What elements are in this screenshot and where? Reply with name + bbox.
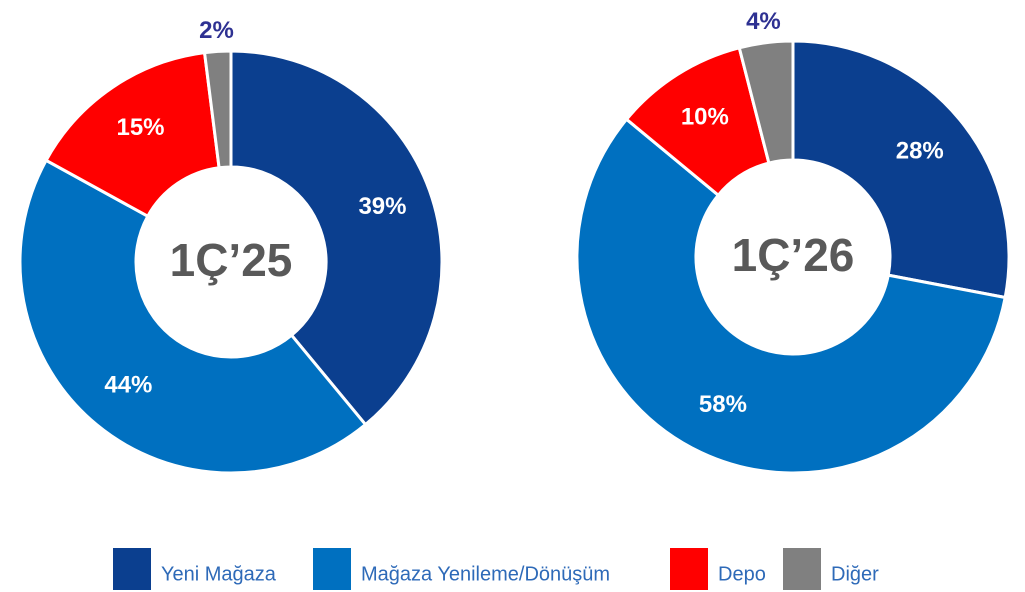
legend-swatch bbox=[670, 548, 708, 590]
slice-label: 10% bbox=[681, 103, 729, 130]
center-label: 1Ç’26 bbox=[732, 229, 855, 281]
slice-label: 2% bbox=[199, 17, 234, 44]
legend-label: Depo bbox=[718, 563, 766, 585]
slice-label: 39% bbox=[358, 193, 406, 220]
slice bbox=[229, 49, 444, 427]
legend-swatch bbox=[783, 548, 821, 590]
legend-label: Yeni Mağaza bbox=[161, 563, 277, 585]
slice-label: 58% bbox=[699, 391, 747, 418]
slice bbox=[737, 39, 795, 165]
slice bbox=[791, 39, 1011, 300]
slice-label: 44% bbox=[104, 371, 152, 398]
legend-swatch bbox=[113, 548, 151, 590]
legend-label: Diğer bbox=[831, 563, 879, 585]
legend-label: Mağaza Yenileme/Dönüşüm bbox=[361, 563, 610, 585]
slice bbox=[44, 50, 221, 219]
slice bbox=[575, 117, 1007, 475]
slice-label: 15% bbox=[116, 114, 164, 141]
slice bbox=[18, 158, 368, 475]
slice bbox=[202, 49, 233, 170]
slice-label: 28% bbox=[896, 137, 944, 164]
slice-label: 4% bbox=[746, 8, 781, 35]
legend-swatch bbox=[313, 548, 351, 590]
center-label: 1Ç’25 bbox=[170, 234, 293, 286]
